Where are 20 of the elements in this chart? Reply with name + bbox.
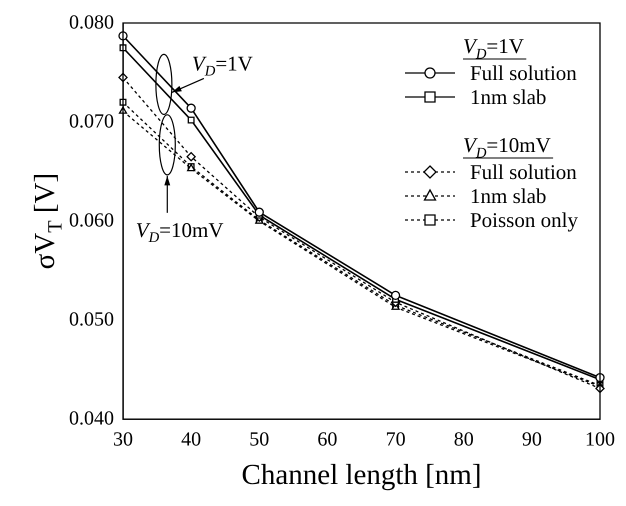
legend-label: Full solution (470, 160, 578, 184)
x-tick-label: 100 (585, 428, 615, 450)
x-tick-label: 50 (249, 428, 270, 450)
x-tick-label: 60 (317, 428, 338, 450)
legend-label: Full solution (470, 61, 578, 85)
x-tick-label: 40 (181, 428, 202, 450)
y-axis-title: σVT [V] (29, 172, 66, 270)
legend-label: 1nm slab (470, 85, 546, 109)
x-tick-label: 70 (386, 428, 406, 450)
y-tick-label: 0.060 (69, 209, 114, 232)
x-tick-label: 80 (454, 428, 474, 450)
y-tick-label: 0.050 (69, 308, 114, 330)
x-tick-label: 90 (522, 428, 542, 450)
y-tick-label: 0.040 (69, 407, 114, 430)
legend-label: Poisson only (470, 208, 578, 232)
x-tick-label: 30 (113, 428, 133, 450)
legend-label: 1nm slab (470, 184, 546, 208)
y-tick-label: 0.080 (69, 11, 114, 34)
y-tick-label: 0.070 (69, 110, 114, 132)
x-axis-title: Channel length [nm] (241, 459, 482, 492)
